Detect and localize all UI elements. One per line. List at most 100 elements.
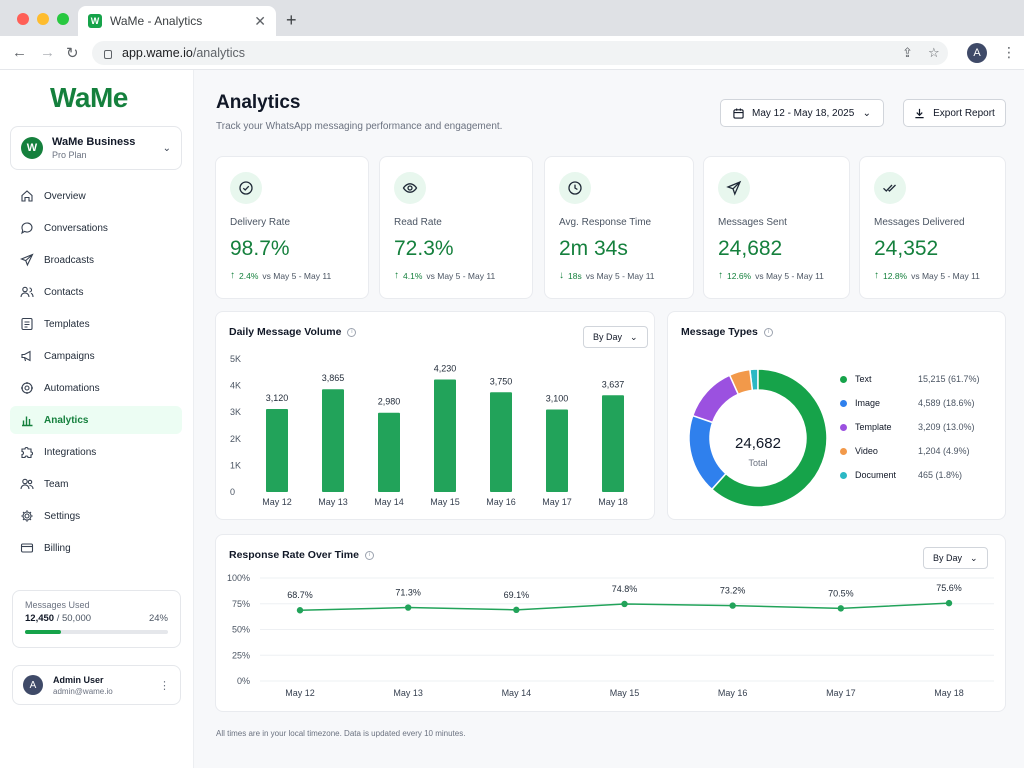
response-rate-period-select[interactable]: By Day ⌄	[923, 547, 988, 569]
y-tick-label: 50%	[232, 625, 250, 635]
url-field[interactable]: app.wame.io/analytics	[92, 41, 948, 65]
legend-item-template[interactable]: Template 3,209 (13.0%)	[840, 415, 980, 439]
kpi-card: Messages Sent 24,682 ↑ 12.6% vs May 5 - May …	[703, 156, 850, 299]
line-point[interactable]	[296, 607, 304, 614]
legend-item-video[interactable]: Video 1,204 (4.9%)	[840, 439, 980, 463]
sidebar-item-analytics[interactable]: Analytics	[10, 406, 182, 434]
donut-slice-image[interactable]	[688, 414, 727, 491]
bar[interactable]	[378, 412, 400, 492]
sidebar-item-conversations[interactable]: Conversations	[10, 214, 182, 242]
reload-icon[interactable]: ↻	[66, 45, 79, 62]
legend-item-image[interactable]: Image 4,589 (18.6%)	[840, 391, 980, 415]
point-value-label: 71.3%	[395, 588, 421, 598]
kpi-label: Messages Sent	[718, 217, 787, 228]
sidebar-item-campaigns[interactable]: Campaigns	[10, 342, 182, 370]
legend-item-text[interactable]: Text 15,215 (61.7%)	[840, 367, 980, 391]
user-profile-card[interactable]: A Admin User admin@wame.io ⋮	[12, 665, 181, 705]
info-icon[interactable]: i	[763, 327, 773, 337]
minimize-window-button[interactable]	[37, 13, 49, 25]
donut-slice-text[interactable]	[710, 368, 828, 508]
kpi-delta-value: 18s	[568, 270, 582, 281]
legend-value: 15,215 (61.7%)	[918, 374, 980, 384]
browser-tab-strip: W WaMe - Analytics ✕ +	[0, 0, 1024, 36]
message-types-legend: Text 15,215 (61.7%) Image 4,589 (18.6%) Temp…	[840, 367, 980, 487]
line-point[interactable]	[837, 605, 845, 612]
wame-logo[interactable]: WaMe	[50, 82, 128, 113]
donut-slice-video[interactable]	[728, 368, 754, 396]
forward-arrow-icon[interactable]: →	[40, 44, 55, 61]
bar[interactable]	[602, 395, 624, 492]
share-icon[interactable]: ⇪	[902, 45, 913, 60]
daily-volume-bar-chart: 0 1K 2K 3K 4K 5K 3,120 May 12 3,865 May 13 2,980 Ma…	[230, 354, 628, 507]
sidebar-item-broadcasts[interactable]: Broadcasts	[10, 246, 182, 274]
sidebar-item-integrations[interactable]: Integrations	[10, 438, 182, 466]
page-subtitle: Track your WhatsApp messaging performanc…	[216, 121, 503, 132]
sidebar-item-label: Campaigns	[44, 350, 95, 362]
template-icon	[20, 317, 34, 331]
usage-total: / 50,000	[56, 613, 92, 624]
y-tick-label: 3K	[230, 407, 241, 417]
sidebar-item-team[interactable]: Team	[10, 470, 182, 498]
maximize-window-button[interactable]	[57, 13, 69, 25]
line-point[interactable]	[945, 599, 953, 607]
x-tick-label: May 18	[934, 688, 964, 698]
bar[interactable]	[266, 409, 288, 492]
eye-icon	[394, 172, 426, 204]
close-window-button[interactable]	[17, 13, 29, 25]
line-point[interactable]	[621, 600, 628, 608]
daily-volume-period-select[interactable]: By Day ⌄	[583, 326, 648, 348]
bar[interactable]	[434, 379, 456, 492]
y-tick-label: 100%	[227, 573, 250, 583]
bar[interactable]	[490, 392, 512, 492]
kpi-compare-period: vs May 5 - May 11	[426, 270, 496, 281]
point-value-label: 69.1%	[504, 590, 530, 600]
line-point[interactable]	[404, 604, 412, 611]
star-icon[interactable]: ☆	[928, 45, 940, 60]
bar-value-label: 3,120	[266, 393, 289, 403]
line-point[interactable]	[513, 606, 520, 614]
browser-tab[interactable]: W WaMe - Analytics ✕	[78, 6, 276, 36]
usage-progress-fill	[25, 630, 61, 634]
legend-item-document[interactable]: Document 465 (1.8%)	[840, 463, 980, 487]
back-arrow-icon[interactable]: ←	[12, 44, 27, 61]
response-rate-title-wrap: Response Rate Over Time i	[229, 549, 374, 561]
chevron-down-icon: ⌄	[970, 552, 978, 563]
sidebar-item-automations[interactable]: Automations	[10, 374, 182, 402]
donut-slice-template[interactable]	[691, 374, 740, 424]
info-icon[interactable]: i	[347, 327, 357, 337]
x-tick-label: May 16	[486, 497, 516, 507]
kpi-value: 72.3%	[394, 237, 454, 260]
point-value-label: 73.2%	[720, 586, 746, 596]
lock-icon	[104, 49, 112, 59]
sidebar-item-templates[interactable]: Templates	[10, 310, 182, 338]
date-range-picker[interactable]: May 12 - May 18, 2025 ⌄	[720, 99, 884, 127]
bar-value-label: 3,750	[490, 376, 513, 386]
sidebar-item-label: Broadcasts	[44, 254, 95, 266]
sidebar-item-contacts[interactable]: Contacts	[10, 278, 182, 306]
new-tab-icon[interactable]: +	[286, 10, 297, 30]
more-vertical-icon[interactable]: ⋮	[159, 679, 170, 692]
bar[interactable]	[322, 389, 344, 492]
browser-profile-avatar[interactable]: A	[967, 43, 987, 63]
export-report-button[interactable]: Export Report	[903, 99, 1006, 127]
sidebar-item-billing[interactable]: Billing	[10, 534, 182, 562]
check-circle-icon	[230, 172, 262, 204]
bar[interactable]	[546, 409, 568, 492]
info-icon[interactable]: i	[364, 550, 374, 560]
x-tick-label: May 17	[542, 497, 572, 507]
line-point[interactable]	[729, 602, 736, 609]
sidebar-item-settings[interactable]: Settings	[10, 502, 182, 530]
kpi-label: Avg. Response Time	[559, 217, 652, 228]
date-range-label: May 12 - May 18, 2025	[752, 107, 855, 119]
sidebar-item-overview[interactable]: Overview	[10, 182, 182, 210]
account-plan: Pro Plan	[52, 150, 87, 160]
url-path: /analytics	[192, 46, 245, 60]
sidebar-item-label: Automations	[44, 382, 100, 394]
kpi-card: Avg. Response Time 2m 34s ↓ 18s vs May 5 - M…	[544, 156, 694, 299]
account-switcher[interactable]: W WaMe Business Pro Plan ⌄	[10, 126, 182, 170]
legend-swatch	[840, 447, 847, 455]
kpi-label: Messages Delivered	[874, 217, 965, 228]
close-tab-icon[interactable]: ✕	[254, 12, 266, 29]
legend-swatch	[840, 399, 847, 407]
browser-menu-icon[interactable]: ⋮	[1002, 44, 1016, 60]
